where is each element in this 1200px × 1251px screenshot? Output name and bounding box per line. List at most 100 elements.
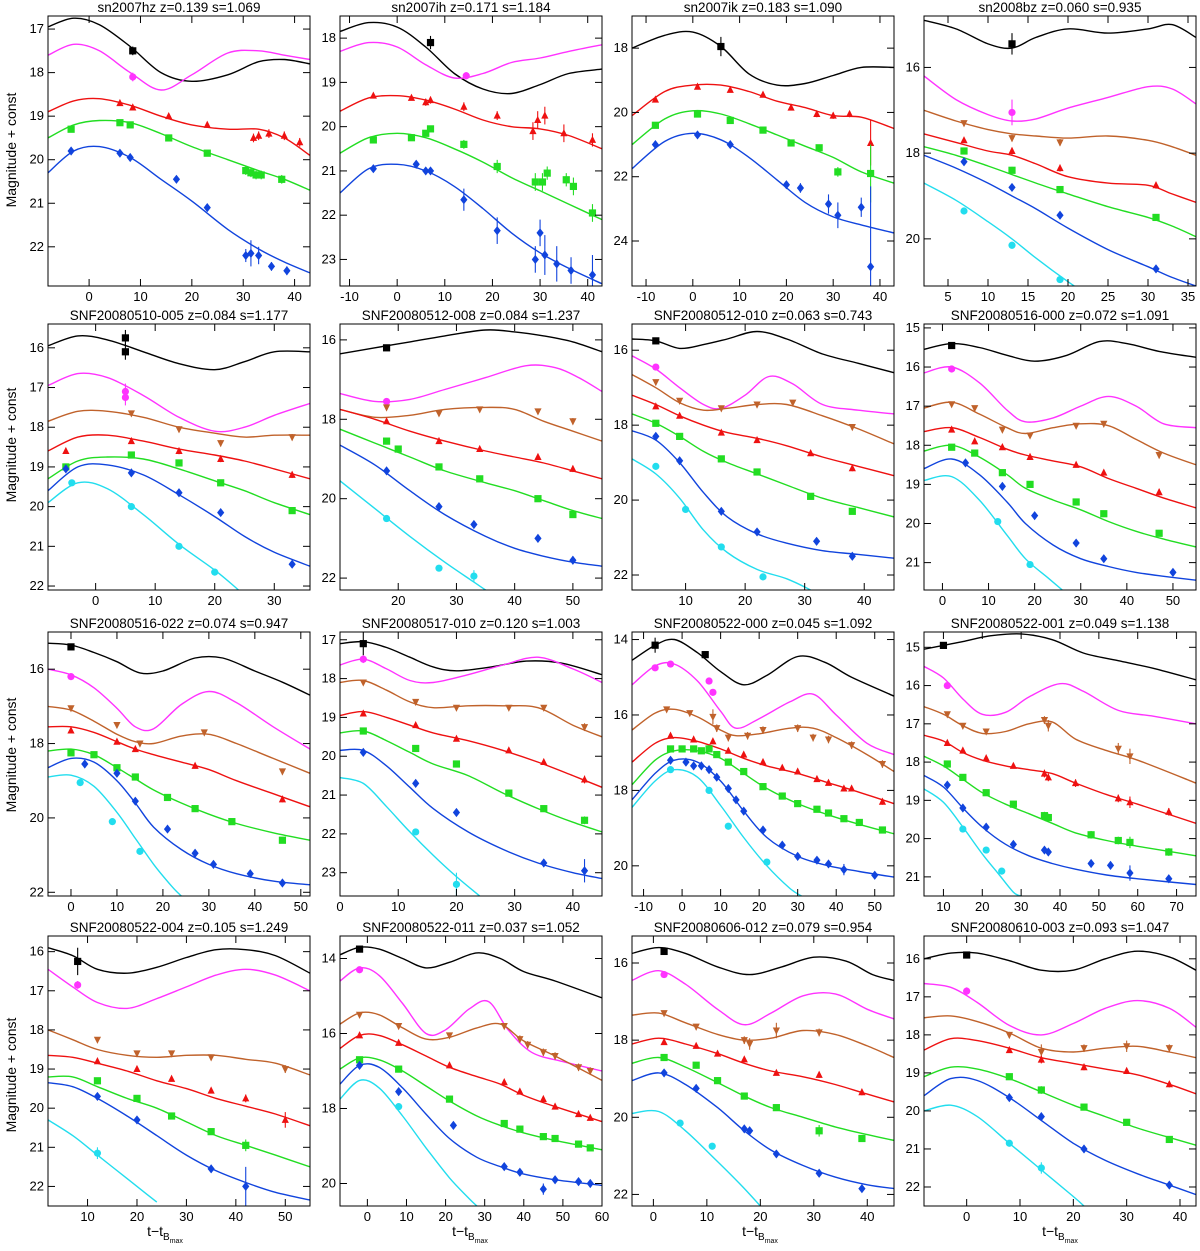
panel-title: SNF20080522-000 z=0.045 s=1.092 [654, 616, 872, 631]
data-point-green [395, 1065, 403, 1073]
x-tick-label: 20 [185, 289, 199, 304]
panel-name: SNF20080522-001 [951, 616, 1065, 631]
panel-stretch: s=1.092 [820, 616, 872, 631]
data-point-red [133, 1064, 141, 1073]
data-point-blue [539, 1184, 547, 1194]
data-point-green [1155, 529, 1163, 537]
data-point-red [422, 98, 430, 106]
data-point-red [858, 1088, 866, 1096]
model-curve-black [924, 633, 1196, 681]
panel-frame [631, 323, 895, 591]
x-tick-label: 15 [1021, 289, 1035, 304]
x-tick-label: 0 [394, 289, 401, 304]
data-point-blue [567, 265, 575, 276]
data-point-orange [278, 768, 287, 776]
data-point-orange [435, 410, 443, 418]
data-point-orange [809, 734, 817, 742]
x-tick-label: 10 [678, 593, 692, 608]
data-point-red [113, 737, 121, 745]
x-tick-label: 10 [133, 289, 147, 304]
model-curve-magenta [924, 982, 1196, 1036]
model-curve-green [924, 146, 1196, 238]
data-point-orange [395, 1023, 403, 1031]
panel-data [924, 633, 1196, 896]
data-point-blue [772, 1149, 780, 1159]
panel-data [48, 642, 310, 896]
panel-frame [47, 15, 311, 287]
y-tick-label: 18 [906, 437, 920, 452]
data-point-orange [113, 721, 121, 730]
data-point-green [278, 836, 287, 844]
data-point-red [666, 731, 675, 739]
x-tick-label: 30 [267, 593, 281, 608]
data-point-blue [569, 555, 577, 565]
data-point-cyan [960, 207, 968, 215]
data-point-orange [1165, 1045, 1173, 1053]
data-point-red [726, 85, 734, 93]
data-point-green [355, 1056, 364, 1064]
model-curve-red [48, 434, 310, 480]
data-point-magenta [359, 655, 367, 663]
x-tick-label: 10 [399, 1209, 413, 1224]
data-point-blue [255, 250, 263, 261]
model-curve-magenta [632, 355, 894, 415]
y-tick-label: 18 [30, 65, 44, 80]
panel-redshift: z=0.171 [446, 0, 498, 15]
panel-data [48, 947, 310, 1206]
data-point-magenta [948, 365, 956, 373]
data-point-green [127, 451, 135, 459]
model-curve-magenta [340, 364, 602, 403]
panel-name: sn2008bz [979, 0, 1038, 15]
model-curve-black [924, 340, 1196, 362]
data-point-orange [505, 704, 513, 712]
data-point-orange [93, 1036, 102, 1044]
x-axis-labels: t−tBmax t−tBmax t−tBmax t−tBmax [147, 1223, 1078, 1245]
data-point-green [133, 1094, 141, 1102]
data-point-magenta [963, 987, 971, 995]
y-tick-label: 22 [30, 578, 44, 593]
panel-title: SNF20080522-001 z=0.049 s=1.138 [951, 616, 1169, 631]
data-point-blue [382, 466, 391, 476]
data-point-orange [539, 1049, 547, 1057]
y-tick-label: 14 [322, 951, 336, 966]
data-point-blue [203, 203, 211, 213]
model-curve-magenta [924, 366, 1196, 429]
data-point-green [1056, 185, 1064, 194]
y-tick-label: 16 [906, 59, 920, 74]
data-point-green [574, 1140, 583, 1148]
x-tick-label: 10 [936, 899, 950, 914]
x-tick-label: 20 [391, 593, 405, 608]
data-point-red [867, 138, 875, 146]
y-tick-label: 20 [614, 492, 628, 507]
x-tick-label: 10 [110, 899, 124, 914]
data-point-orange [815, 1029, 823, 1037]
data-point-blue [726, 139, 734, 150]
data-point-red [476, 444, 484, 453]
model-curve-red [48, 97, 310, 156]
data-point-red [560, 129, 568, 137]
data-point-red [778, 763, 786, 771]
panel-frame [923, 935, 1197, 1207]
data-point-green [676, 432, 684, 440]
data-point-red [281, 1115, 289, 1123]
x-tick-label: -10 [637, 289, 656, 304]
model-curve-blue [632, 132, 894, 234]
y-tick-label: 16 [30, 944, 44, 959]
data-point-green [288, 506, 296, 515]
panel-stretch: s=1.090 [790, 0, 842, 15]
model-curve-black [340, 21, 602, 95]
data-point-cyan [763, 858, 771, 866]
y-tick-label: 16 [906, 678, 920, 693]
data-point-black [939, 641, 948, 649]
panel-title: SNF20080510-005 z=0.084 s=1.177 [70, 308, 288, 323]
data-point-blue [824, 199, 833, 209]
x-tick-label: 40 [829, 899, 843, 914]
panel-stretch: s=0.935 [1089, 0, 1141, 15]
data-point-red [580, 775, 589, 783]
model-curve-blue [632, 1072, 894, 1190]
panel-frame [339, 935, 603, 1207]
data-point-orange [1005, 1031, 1013, 1040]
panel-data [632, 946, 894, 1206]
model-curve-red [924, 734, 1196, 824]
y-tick-label: 18 [322, 1101, 336, 1116]
